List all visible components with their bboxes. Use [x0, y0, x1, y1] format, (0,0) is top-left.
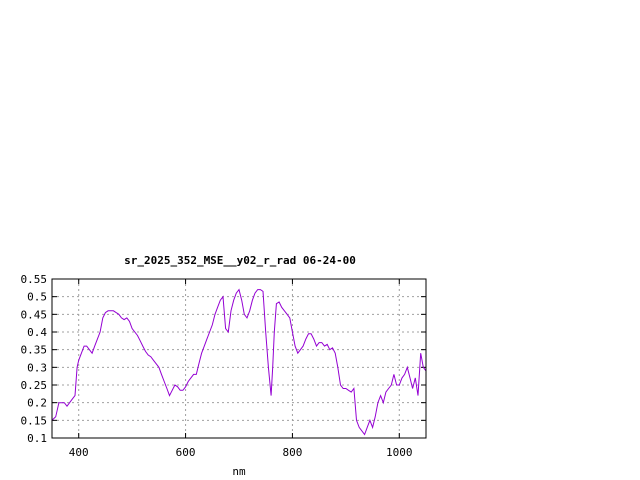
x-tick-label: 800: [282, 446, 302, 459]
x-axis-ticks: 400 600 800 1000: [69, 279, 413, 459]
x-tick-label: 400: [69, 446, 89, 459]
plot-background: [52, 279, 426, 438]
y-tick-label: 0.55: [21, 273, 48, 286]
y-tick-label: 0.5: [27, 291, 47, 304]
y-tick-label: 0.3: [27, 361, 47, 374]
y-tick-label: 0.4: [27, 326, 47, 339]
x-tick-label: 1000: [386, 446, 413, 459]
y-tick-label: 0.2: [27, 397, 47, 410]
gridlines: [52, 279, 426, 438]
y-tick-label: 0.15: [21, 414, 48, 427]
y-tick-label: 0.25: [21, 379, 48, 392]
y-tick-label: 0.35: [21, 344, 48, 357]
x-tick-label: 600: [176, 446, 196, 459]
chart-title: sr_2025_352_MSE__y02_r_rad 06-24-00: [124, 254, 356, 267]
x-axis-label: nm: [232, 465, 246, 478]
y-tick-label: 0.1: [27, 432, 47, 445]
series-line: [51, 288, 427, 436]
plot-frame: [51, 278, 427, 439]
y-tick-label: 0.45: [21, 308, 48, 321]
